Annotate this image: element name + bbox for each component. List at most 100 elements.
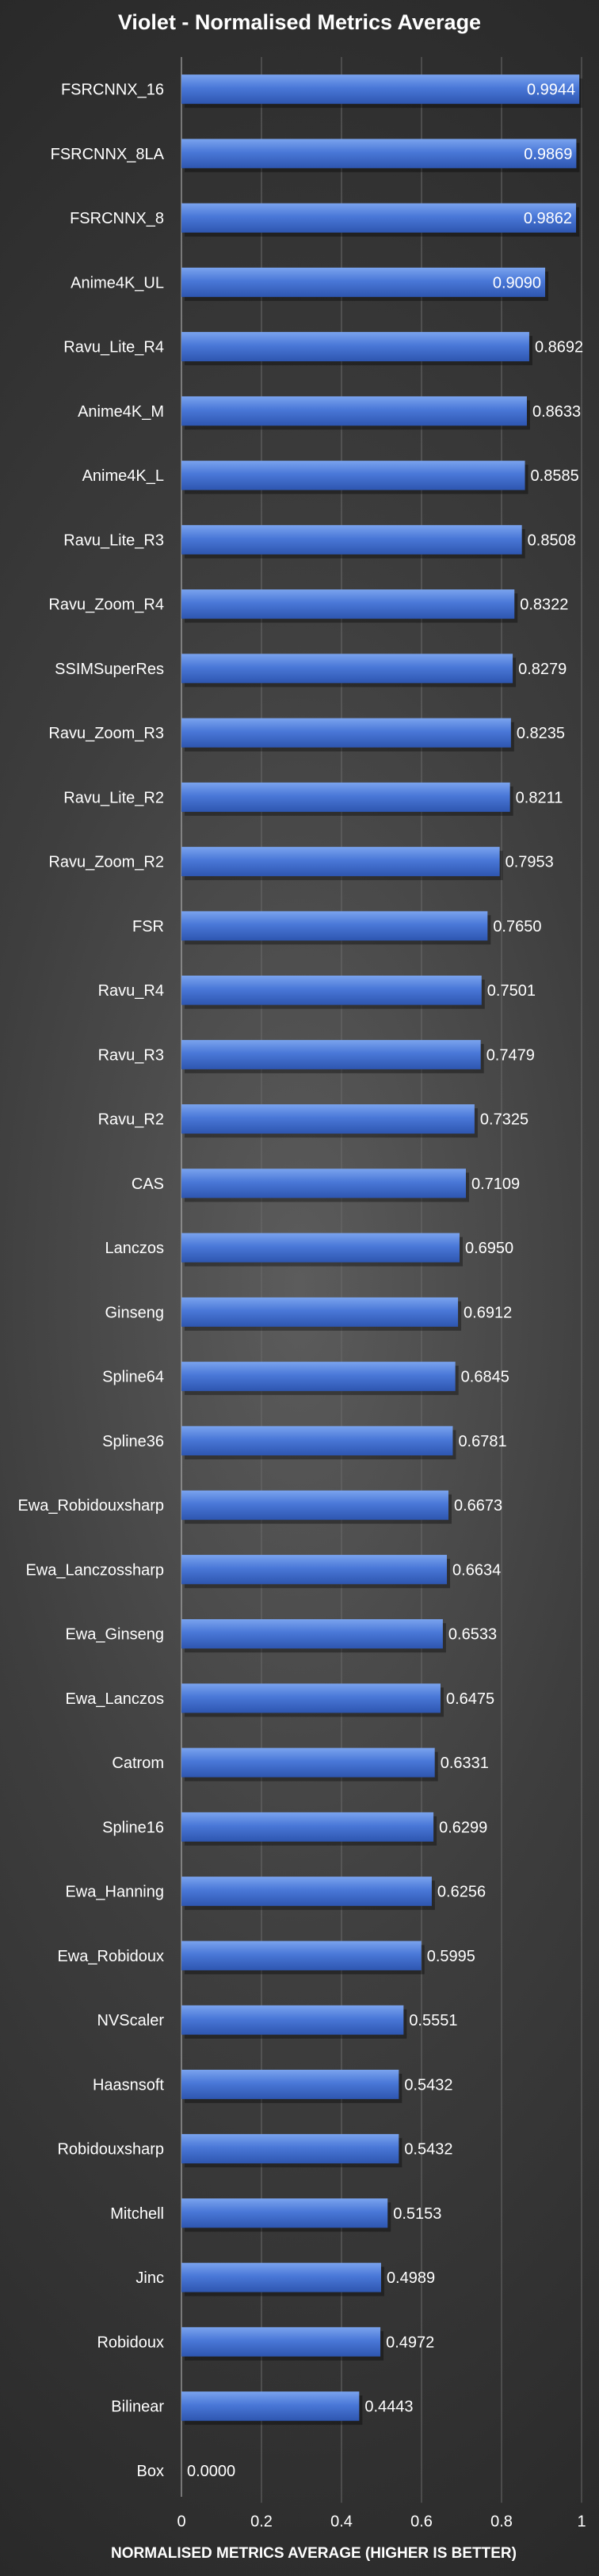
value-label: 0.7479 [486, 1046, 535, 1064]
category-label: Ravu_R3 [98, 1046, 164, 1064]
category-label: Catrom [112, 1755, 164, 1772]
value-label: 0.9862 [524, 210, 572, 227]
value-label: 0.5153 [393, 2205, 441, 2223]
value-label: 0.5432 [404, 2076, 452, 2094]
category-label: Ravu_R4 [98, 982, 164, 1000]
value-label: 0.8279 [518, 661, 567, 678]
category-label: Ravu_Lite_R3 [63, 532, 164, 549]
value-label: 0.5551 [409, 2012, 457, 2029]
bar [181, 1426, 453, 1456]
bar [181, 911, 488, 941]
category-label: Ravu_Zoom_R2 [48, 854, 164, 871]
category-label: FSR [132, 918, 164, 936]
category-label: Lanczos [105, 1240, 165, 1257]
x-axis-title: NORMALISED METRICS AVERAGE (HIGHER IS BE… [111, 2545, 517, 2562]
category-label: Anime4K_L [82, 467, 164, 485]
value-label: 0.6331 [441, 1755, 489, 1772]
category-label: Ravu_Zoom_R3 [48, 725, 164, 742]
value-label: 0.6781 [458, 1433, 506, 1450]
value-label: 0.7325 [480, 1111, 528, 1129]
category-label: Ravu_Zoom_R4 [48, 596, 164, 614]
bar [181, 2391, 360, 2422]
category-label: Ravu_Lite_R2 [63, 789, 164, 806]
category-label: Spline16 [102, 1819, 164, 1836]
value-label: 0.5995 [427, 1948, 475, 1965]
value-label: 0.6299 [439, 1819, 487, 1836]
category-label: FSRCNNX_8 [70, 210, 164, 227]
bar [181, 1941, 422, 1971]
bar [181, 1297, 459, 1327]
bar [181, 1490, 448, 1520]
bar [181, 267, 546, 297]
value-label: 0.8322 [520, 596, 568, 614]
bar [181, 1683, 441, 1713]
category-label: Ravu_R2 [98, 1111, 164, 1129]
category-label: Ewa_Lanczossharp [25, 1561, 164, 1579]
bar [181, 1362, 456, 1392]
category-label: Ewa_Hanning [65, 1884, 164, 1901]
bar [181, 2069, 399, 2099]
value-label: 0.8235 [517, 725, 565, 742]
bar [181, 1747, 435, 1778]
bar [181, 2198, 388, 2228]
category-label: Spline36 [102, 1433, 164, 1450]
value-label: 0.5432 [404, 2141, 452, 2159]
bar [181, 654, 513, 684]
bar [181, 524, 522, 554]
category-label: Spline64 [102, 1369, 164, 1386]
value-label: 0.7501 [487, 982, 536, 1000]
bar [181, 1233, 460, 1263]
value-label: 0.7650 [493, 918, 541, 936]
x-tick-label: 0.2 [250, 2513, 273, 2531]
value-label: 0.9869 [524, 146, 572, 163]
category-label: Jinc [135, 2269, 164, 2287]
bar [181, 203, 577, 233]
bar [181, 1168, 467, 1198]
x-tick-label: 0.8 [490, 2513, 513, 2531]
value-label: 0.8211 [516, 789, 563, 806]
category-label: Haasnsoft [93, 2076, 164, 2094]
value-label: 0.8633 [532, 403, 581, 421]
value-label: 0.4989 [387, 2269, 435, 2287]
category-label: FSRCNNX_8LA [51, 146, 165, 163]
category-label: Mitchell [110, 2205, 164, 2223]
value-label: 0.8585 [531, 467, 579, 485]
value-label: 0.6673 [454, 1497, 502, 1515]
category-label: Ewa_Ginseng [65, 1626, 164, 1644]
value-label: 0.8508 [528, 532, 576, 549]
value-label: 0.9944 [527, 82, 575, 99]
value-label: 0.8692 [535, 339, 583, 356]
value-label: 0.6475 [446, 1690, 494, 1708]
bar [181, 1619, 443, 1649]
bars: FSRCNNX_16 0.9944 FSRCNNX_8LA 0.9869 FSRCNNX… [17, 74, 583, 2480]
value-label: 0.6845 [461, 1369, 509, 1386]
bar [181, 1554, 448, 1584]
bar [181, 139, 577, 169]
x-tick-label: 1 [577, 2513, 586, 2531]
value-label: 0.4443 [364, 2399, 413, 2416]
bar [181, 2005, 404, 2035]
category-label: Robidouxsharp [57, 2141, 164, 2159]
bar [181, 1812, 434, 1842]
value-label: 0.6950 [465, 1240, 513, 1257]
category-label: CAS [132, 1176, 164, 1193]
bar [181, 589, 515, 619]
bar [181, 1877, 432, 1907]
value-label: 0.9090 [493, 274, 541, 292]
x-tick-label: 0.6 [410, 2513, 433, 2531]
category-label: Ewa_Robidouxsharp [17, 1497, 164, 1515]
category-label: Box [137, 2463, 164, 2480]
category-label: NVScaler [97, 2012, 165, 2029]
value-label: 0.4972 [386, 2334, 434, 2351]
bar [181, 74, 580, 105]
bar [181, 1039, 481, 1069]
category-label: Ravu_Lite_R4 [63, 339, 164, 356]
bar [181, 782, 510, 812]
value-label: 0.7109 [471, 1176, 520, 1193]
bar [181, 396, 527, 426]
category-label: Ginseng [105, 1304, 165, 1321]
value-label: 0.7953 [506, 854, 554, 871]
category-label: Anime4K_M [78, 403, 164, 421]
category-label: Anime4K_UL [71, 274, 164, 292]
